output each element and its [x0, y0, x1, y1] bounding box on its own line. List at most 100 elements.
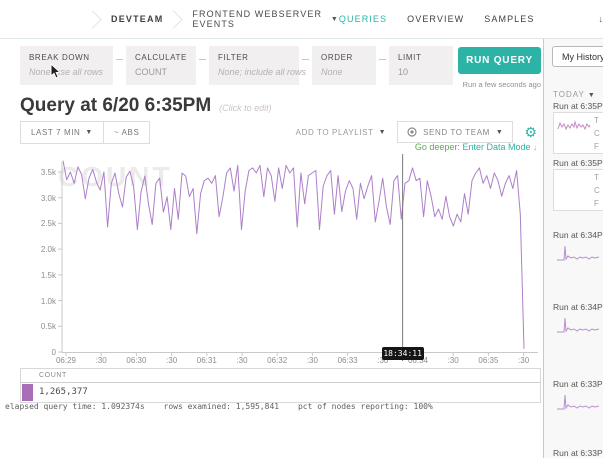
- field-value: None; use all rows: [29, 67, 104, 77]
- query-field-limit[interactable]: LIMIT 10: [389, 46, 453, 85]
- field-label: CALCULATE: [135, 53, 187, 62]
- y-tick-label: 2.5k: [40, 219, 56, 229]
- field-value: None; include all rows: [218, 67, 307, 77]
- time-range-label: LAST 7 MIN: [31, 128, 81, 137]
- add-to-playlist-dropdown[interactable]: ADD TO PLAYLIST ▼: [296, 128, 386, 137]
- query-field-calculate[interactable]: CALCULATE COUNT: [126, 46, 206, 85]
- y-tick-label: 3.5k: [40, 168, 56, 177]
- query-field-order[interactable]: ORDER None: [312, 46, 386, 85]
- x-tick-label: 06:32: [267, 356, 288, 365]
- history-sparkline-icon: [557, 120, 591, 131]
- nav-tab-overview[interactable]: OVERVIEW: [407, 14, 465, 24]
- nodes-reporting-stat: pct of nodes reporting: 100%: [297, 402, 433, 411]
- series-color-swatch: [22, 384, 33, 401]
- my-history-button[interactable]: My History: [552, 46, 603, 67]
- time-range-dropdown[interactable]: LAST 7 MIN ▼: [20, 121, 104, 144]
- query-stats-bar: elapsed query time: 1.092374s rows exami…: [5, 402, 447, 411]
- field-label: ORDER: [321, 53, 353, 62]
- field-value: None: [321, 67, 343, 77]
- history-group-dropdown[interactable]: TODAY ▼: [553, 90, 596, 99]
- field-value: 10: [398, 67, 409, 77]
- history-detail-line: C: [594, 129, 600, 138]
- gear-icon[interactable]: ⚙: [524, 124, 537, 140]
- add-to-playlist-label: ADD TO PLAYLIST: [295, 127, 374, 137]
- send-to-team-button[interactable]: SEND TO TEAM ▼: [397, 121, 514, 143]
- history-group-label: TODAY: [553, 90, 585, 99]
- x-tick-label: :30: [518, 356, 530, 365]
- click-to-edit-hint: (Click to edit): [219, 103, 272, 113]
- chevron-down-icon: ▼: [378, 128, 387, 136]
- chevron-down-icon: ▼: [330, 15, 339, 23]
- nav-tab-samples[interactable]: SAMPLES: [484, 14, 535, 24]
- breadcrumb-team[interactable]: DEVTEAM: [111, 14, 164, 24]
- logo-hex-yellow: [44, 20, 59, 33]
- chevron-down-icon: ▼: [587, 92, 596, 99]
- field-label: FILTER: [218, 53, 249, 62]
- history-sidebar: My History TODAY ▼ Run at 6:35P T C F Run at…: [543, 38, 603, 458]
- go-deeper-prefix: Go deeper:: [414, 142, 460, 152]
- y-tick-label: 1.0k: [40, 296, 56, 306]
- history-detail-line: T: [594, 116, 599, 125]
- nav-tab-queries[interactable]: QUERIES: [338, 14, 388, 24]
- enter-data-mode-link[interactable]: Enter Data Mode: [462, 142, 531, 152]
- legend-header: COUNT: [21, 369, 540, 383]
- breadcrumb-separator-icon: [164, 9, 184, 29]
- mouse-cursor-icon: [50, 64, 62, 79]
- query-field-break-down[interactable]: BREAK DOWN None; use all rows: [20, 46, 123, 85]
- history-entry[interactable]: Run at 6:34P: [553, 302, 603, 312]
- history-entry[interactable]: Run at 6:34P: [553, 230, 603, 240]
- x-tick-label: 06:30: [126, 356, 147, 365]
- honeycomb-logo-icon[interactable]: [24, 2, 82, 36]
- x-tick-label: 06:33: [337, 356, 358, 365]
- crosshair-tooltip: 18:34:11: [381, 347, 424, 360]
- query-field-filter[interactable]: FILTER None; include all rows: [209, 46, 309, 85]
- chart-canvas[interactable]: [0, 148, 543, 366]
- logo-hex-orange: [29, 15, 40, 25]
- legend-row[interactable]: 1,265,377: [21, 383, 540, 402]
- x-tick-label: 06:34: [407, 356, 429, 365]
- y-tick-label: 3.0k: [40, 193, 56, 203]
- chevron-down-icon: ▼: [85, 129, 93, 136]
- run-query-button[interactable]: RUN QUERY: [458, 47, 541, 74]
- y-tick-label: 0.5k: [40, 322, 56, 332]
- x-tick-label: :30: [166, 356, 178, 365]
- breadcrumb-separator-icon: [83, 9, 102, 29]
- history-entry[interactable]: Run at 6:35P: [553, 158, 603, 168]
- logo-hex-green: [44, 4, 59, 17]
- history-sparkline-icon: [557, 394, 600, 410]
- history-sparkline-icon: [557, 317, 600, 333]
- y-tick-label: 0: [51, 348, 56, 357]
- logo-hex-teal: [61, 11, 79, 27]
- timeseries-chart[interactable]: COUNT 18:34:11 3.5k 3.0k 2.5k 2.0k 1.5k 1.0k 0…: [0, 148, 543, 366]
- chart-axes: [58, 162, 538, 356]
- x-tick-label: 06:29: [55, 356, 77, 365]
- rows-examined-stat: rows examined: 1,595,841: [163, 402, 280, 411]
- abs-label: ~ ABS: [113, 128, 140, 137]
- query-title[interactable]: Query at 6/20 6:35PM: [20, 95, 212, 116]
- x-tick-label: :30: [306, 356, 318, 365]
- history-entry[interactable]: Run at 6:35P: [553, 101, 603, 111]
- history-detail-line: F: [594, 199, 599, 208]
- team-share-icon: [407, 127, 417, 137]
- chevron-down-icon: ▼: [495, 128, 504, 136]
- field-value: COUNT: [135, 67, 167, 77]
- x-tick-label: :30: [95, 356, 107, 365]
- history-detail-line: F: [594, 142, 599, 151]
- field-label: BREAK DOWN: [29, 53, 90, 62]
- history-detail-line: T: [594, 173, 599, 182]
- field-label: LIMIT: [398, 53, 422, 62]
- y-tick-label: 2.0k: [40, 245, 56, 255]
- abs-time-toggle[interactable]: ~ ABS: [103, 121, 151, 144]
- x-tick-label: :30: [447, 356, 459, 365]
- main-nav: QUERIES OVERVIEW SAMPLES: [339, 14, 535, 24]
- dataset-selector[interactable]: FRONTEND WEBSERVER EVENTS ▼: [192, 9, 339, 29]
- download-samples-icon[interactable]: ↓: [598, 14, 603, 24]
- history-entry[interactable]: Run at 6:33P: [553, 379, 603, 389]
- last-run-status: Run a few seconds ago: [462, 80, 541, 89]
- count-series-line: [62, 160, 525, 349]
- history-entry[interactable]: Run at 6:33P: [553, 448, 603, 458]
- x-tick-label: :30: [377, 356, 389, 365]
